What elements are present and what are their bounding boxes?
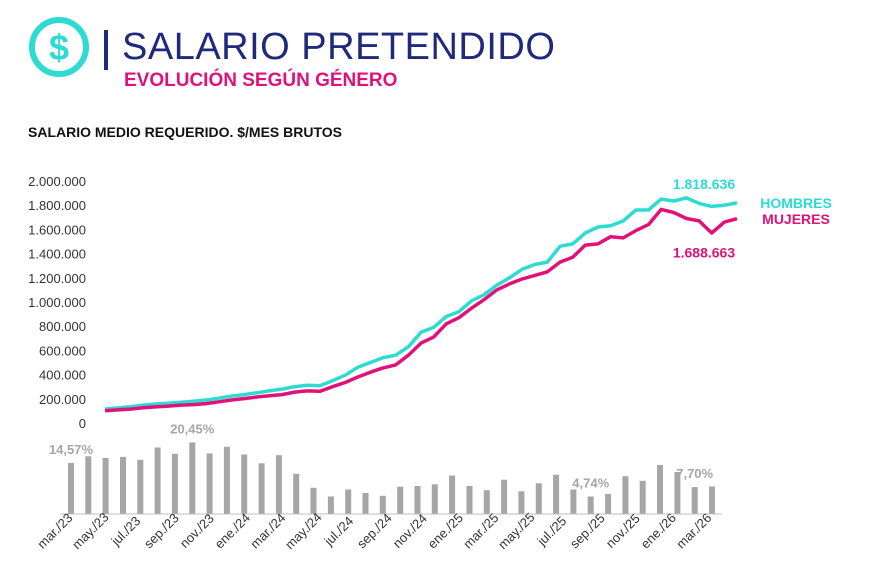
y-tick-label: 1.200.000 <box>28 271 86 286</box>
x-tick-label: nov./25 <box>603 511 643 551</box>
y-tick-label: 1.600.000 <box>28 222 86 237</box>
end-label-mujeres: 1.688.663 <box>673 245 735 261</box>
gap-bar <box>605 494 612 514</box>
x-tick-label: nov./24 <box>390 511 430 551</box>
gap-bar <box>206 453 213 514</box>
chart-title: SALARIO MEDIO REQUERIDO. $/MES BRUTOS <box>28 124 342 140</box>
y-tick-label: 2.000.000 <box>28 174 86 189</box>
gap-bar-label: 20,45% <box>170 421 215 436</box>
gap-bar <box>68 463 74 514</box>
gap-bar-label: 14,57% <box>49 442 94 457</box>
x-tick-label: sep./24 <box>354 510 395 551</box>
x-tick-label: sep./25 <box>567 510 608 551</box>
gap-bar <box>622 476 629 514</box>
x-tick-label: ene./24 <box>212 510 253 551</box>
y-tick-label: 0 <box>79 416 86 431</box>
series-line-mujeres <box>104 207 738 413</box>
y-tick-label: 200.000 <box>39 392 86 407</box>
x-tick-label: may./24 <box>282 510 325 553</box>
x-tick-label: ene./25 <box>425 510 466 551</box>
x-tick-label: mar./24 <box>247 510 288 551</box>
y-tick-label: 1.000.000 <box>28 295 86 310</box>
gap-bar <box>120 456 126 514</box>
page-subtitle: EVOLUCIÓN SEGÚN GÉNERO <box>124 70 398 91</box>
gap-bar <box>587 496 594 514</box>
gap-bar <box>674 472 681 514</box>
gap-bar <box>431 484 438 515</box>
x-tick-label: mar./25 <box>460 510 501 551</box>
gap-bar <box>518 491 525 515</box>
gap-bar <box>483 490 490 514</box>
gap-bar <box>223 446 230 514</box>
x-tick-label: jul./24 <box>321 513 357 549</box>
gap-bar <box>639 480 646 515</box>
x-tick-label: jul./25 <box>534 513 570 549</box>
gap-bar <box>449 475 456 514</box>
gap-bar <box>327 496 334 514</box>
gap-bar <box>553 474 560 514</box>
gap-bar <box>570 489 577 514</box>
legend-mujeres: MUJERES <box>762 211 830 227</box>
gap-bar <box>310 487 317 515</box>
salary-chart: 2.000.000 1.800.000 1.600.000 1.400.000 1.20… <box>28 174 832 553</box>
series-line-hombres <box>104 196 738 411</box>
dollar-circle-icon: $ <box>29 17 89 77</box>
x-tick-label: mar./26 <box>673 510 714 551</box>
end-label-hombres: 1.818.636 <box>673 176 735 192</box>
header: $ SALARIO PRETENDIDO EVOLUCIÓN SEGÚN GÉN… <box>28 16 628 96</box>
gap-bar-label: 7,70% <box>676 466 713 481</box>
gap-bar <box>397 486 404 514</box>
gap-bar <box>345 489 352 514</box>
x-tick-label: sep./23 <box>141 510 182 551</box>
gap-bar-label: 4,74% <box>572 476 609 491</box>
gap-bar <box>709 486 715 515</box>
gap-bar <box>293 473 300 515</box>
gap-bar <box>379 495 386 514</box>
x-tick-label: nov./23 <box>177 511 217 551</box>
x-tick-label: may./25 <box>495 510 538 553</box>
gap-bar <box>657 465 663 514</box>
legend-hombres: HOMBRES <box>760 195 832 211</box>
y-tick-label: 800.000 <box>39 319 86 334</box>
title-divider <box>104 30 108 70</box>
gap-bar <box>85 456 92 515</box>
page-title: SALARIO PRETENDIDO <box>122 26 556 68</box>
gap-bar <box>189 442 196 514</box>
gap-bar <box>241 454 248 514</box>
gap-bar <box>154 447 161 514</box>
gap-bar <box>102 458 109 514</box>
svg-text:$: $ <box>49 27 69 68</box>
gap-bar <box>362 493 369 514</box>
x-tick-label: mar./23 <box>34 510 75 551</box>
gap-bar <box>171 453 178 514</box>
gap-bar <box>501 479 508 514</box>
x-tick-label: may./23 <box>69 510 112 553</box>
y-tick-label: 1.400.000 <box>28 247 86 262</box>
gap-bar <box>414 486 421 514</box>
gap-bar <box>275 455 282 514</box>
y-tick-label: 400.000 <box>39 368 86 383</box>
x-tick-label: ene./26 <box>638 510 679 551</box>
gap-bar <box>258 463 265 515</box>
gap-bar <box>137 459 144 515</box>
gap-bar <box>535 483 542 514</box>
y-tick-label: 1.800.000 <box>28 198 86 213</box>
gap-bar <box>691 487 698 514</box>
x-tick-label: jul./23 <box>108 513 144 549</box>
gap-bar <box>466 486 473 514</box>
y-tick-label: 600.000 <box>39 343 86 358</box>
